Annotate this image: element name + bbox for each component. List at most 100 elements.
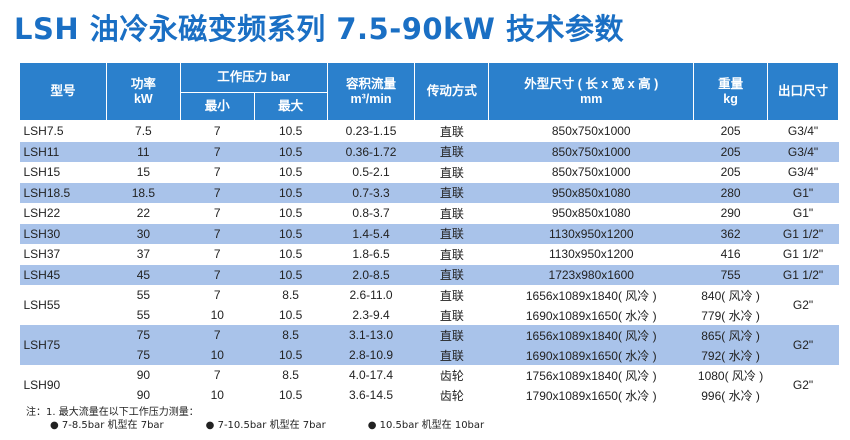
header-flow: 容积流量 m³/min bbox=[326, 62, 416, 121]
cell-flow: 0.23-1.15 bbox=[345, 124, 397, 139]
cell-weight: 755 bbox=[693, 264, 768, 285]
header-drive: 传动方式 bbox=[414, 62, 490, 121]
cell-max: 10.5 bbox=[278, 124, 303, 139]
header-weight: 重量 kg bbox=[693, 62, 769, 121]
cell-dims: 1130x950x1200 bbox=[488, 223, 694, 244]
cell-max: 10.5 bbox=[254, 264, 328, 285]
cell-power: 90 bbox=[136, 388, 151, 402]
footnote-bullet: ● 7-8.5bar 机型在 7bar bbox=[50, 420, 164, 431]
cell-model: LSH37 bbox=[23, 247, 61, 262]
cell-flow: 0.7-3.3 bbox=[327, 182, 415, 203]
cell-power: 18.5 bbox=[106, 182, 181, 203]
table-row: LSH55 55 7 8.5 2.6-11.0 直联 1656x1089x1840( 风冷 … bbox=[20, 285, 839, 312]
cell-dims: 1690x1089x1650( 水冷 ) bbox=[488, 345, 694, 365]
cell-outlet: G1" bbox=[792, 206, 814, 221]
spec-table: 型号 功率 kW 工作压力 bar 容积流量 m³/min 传动方式 外型尺寸 ( … bbox=[19, 62, 839, 405]
cell-weight: 840( 风冷 ) bbox=[701, 288, 760, 303]
cell-drive: 直联 bbox=[439, 247, 464, 262]
cell-dims: 1790x1089x1650( 水冷 ) bbox=[525, 388, 657, 403]
cell-power: 45 bbox=[106, 264, 181, 285]
cell-min: 10 bbox=[210, 308, 224, 322]
cell-dims: 850x750x1000 bbox=[551, 165, 631, 180]
cell-model: LSH55 bbox=[23, 298, 61, 312]
cell-weight: 865( 风冷 ) bbox=[693, 325, 768, 345]
table-row: LSH18.5 18.5 7 10.5 0.7-3.3 直联 950x850x1080 280… bbox=[19, 182, 839, 203]
cell-max: 10.5 bbox=[278, 308, 303, 322]
table-row: LSH75 75 7 8.5 3.1-13.0 直联 1656x1089x1840( 风冷 … bbox=[19, 325, 839, 365]
cell-outlet: G3/4" bbox=[787, 165, 819, 180]
header-max: 最大 bbox=[253, 92, 328, 121]
cell-weight: 1080( 风冷 ) bbox=[697, 368, 764, 383]
footnote-line: 注：1. 最大流量在以下工作压力测量： bbox=[26, 407, 199, 418]
cell-power: 55 bbox=[136, 288, 151, 302]
cell-min: 7 bbox=[180, 223, 255, 244]
cell-min: 7 bbox=[213, 247, 221, 262]
header-power: 功率 kW bbox=[105, 62, 181, 121]
cell-model: LSH75 bbox=[19, 325, 107, 365]
cell-outlet: G1 1/2" bbox=[767, 264, 839, 285]
cell-drive: 直联 bbox=[414, 141, 489, 162]
table-row: 90 10 10.5 3.6-14.5 齿轮 1790x1089x1650( 水冷 ) 99… bbox=[20, 385, 839, 405]
table-row: LSH90 90 7 8.5 4.0-17.4 齿轮 1756x1089x1840( 风冷 … bbox=[20, 365, 839, 392]
cell-model: LSH7.5 bbox=[23, 124, 64, 139]
cell-min: 7 bbox=[213, 368, 221, 382]
cell-outlet: G3/4" bbox=[767, 141, 839, 162]
cell-dims: 1690x1089x1650( 水冷 ) bbox=[525, 308, 657, 323]
header-dims: 外型尺寸 ( 长 x 宽 x 高 ) mm bbox=[488, 62, 695, 121]
table-row: 75 10 10.5 2.8-10.9 直联 1690x1089x1650( 水冷 ) 79… bbox=[20, 345, 839, 365]
cell-outlet: G1 1/2" bbox=[767, 223, 839, 244]
cell-dims: 1656x1089x1840( 风冷 ) bbox=[488, 325, 694, 345]
table-row: LSH11 11 7 10.5 0.36-1.72 直联 850x750x1000 205 G3… bbox=[19, 141, 839, 162]
table-row: LSH15 15 7 10.5 0.5-2.1 直联 850x750x1000 205 G3/4… bbox=[20, 162, 839, 183]
cell-drive: 直联 bbox=[414, 264, 489, 285]
footnote: 注：1. 最大流量在以下工作压力测量： ● 7-8.5bar 机型在 7bar ●… bbox=[26, 406, 502, 432]
cell-model: LSH11 bbox=[19, 141, 107, 162]
cell-flow: 0.5-2.1 bbox=[352, 165, 390, 180]
cell-weight: 416 bbox=[720, 247, 741, 262]
table-row: LSH45 45 7 10.5 2.0-8.5 直联 1723x980x1600 755 G1 … bbox=[19, 264, 839, 285]
cell-dims: 1656x1089x1840( 风冷 ) bbox=[525, 288, 657, 303]
cell-max: 8.5 bbox=[282, 288, 299, 302]
cell-outlet: G3/4" bbox=[787, 124, 819, 139]
cell-weight: 205 bbox=[720, 124, 741, 139]
cell-dims: 850x750x1000 bbox=[551, 124, 631, 139]
cell-max: 10.5 bbox=[278, 388, 303, 402]
cell-model: LSH45 bbox=[19, 264, 107, 285]
footnote-bullet: ● 7-10.5bar 机型在 7bar bbox=[205, 420, 326, 431]
cell-drive: 齿轮 bbox=[439, 368, 464, 383]
cell-min: 10 bbox=[180, 345, 255, 365]
cell-power: 75 bbox=[106, 325, 181, 345]
cell-min: 7 bbox=[213, 165, 221, 180]
cell-model: LSH22 bbox=[23, 206, 61, 221]
cell-drive: 直联 bbox=[439, 308, 464, 323]
header-pressure: 工作压力 bar bbox=[179, 62, 328, 93]
cell-power: 55 bbox=[136, 308, 151, 322]
cell-dims: 950x850x1080 bbox=[488, 182, 694, 203]
cell-outlet: G2" bbox=[792, 298, 814, 312]
cell-drive: 直联 bbox=[439, 124, 464, 139]
table-row: LSH22 22 7 10.5 0.8-3.7 直联 950x850x1080 290 G1" bbox=[20, 203, 839, 224]
cell-drive: 直联 bbox=[414, 345, 489, 365]
cell-min: 7 bbox=[180, 264, 255, 285]
cell-dims: 950x850x1080 bbox=[551, 206, 631, 221]
cell-power: 90 bbox=[136, 368, 151, 382]
cell-min: 7 bbox=[180, 325, 255, 345]
cell-weight: 779( 水冷 ) bbox=[701, 308, 760, 323]
cell-flow: 2.8-10.9 bbox=[327, 345, 415, 365]
cell-power: 37 bbox=[136, 247, 151, 262]
cell-dims: 1756x1089x1840( 风冷 ) bbox=[525, 368, 657, 383]
page-title: LSH 油冷永磁变频系列 7.5-90kW 技术参数 bbox=[14, 12, 624, 46]
cell-max: 10.5 bbox=[254, 345, 328, 365]
cell-max: 10.5 bbox=[254, 223, 328, 244]
cell-weight: 205 bbox=[693, 141, 768, 162]
cell-dims: 1130x950x1200 bbox=[548, 247, 634, 262]
cell-flow: 4.0-17.4 bbox=[349, 368, 394, 382]
cell-min: 7 bbox=[180, 182, 255, 203]
cell-flow: 3.1-13.0 bbox=[327, 325, 415, 345]
table-row: LSH37 37 7 10.5 1.8-6.5 直联 1130x950x1200 416 G1 … bbox=[20, 244, 839, 265]
header-min: 最小 bbox=[179, 92, 255, 121]
cell-flow: 3.6-14.5 bbox=[349, 388, 394, 402]
table-row: LSH7.5 7.5 7 10.5 0.23-1.15 直联 850x750x1000 205… bbox=[20, 121, 839, 142]
cell-min: 7 bbox=[213, 288, 221, 302]
cell-model: LSH30 bbox=[19, 223, 107, 244]
